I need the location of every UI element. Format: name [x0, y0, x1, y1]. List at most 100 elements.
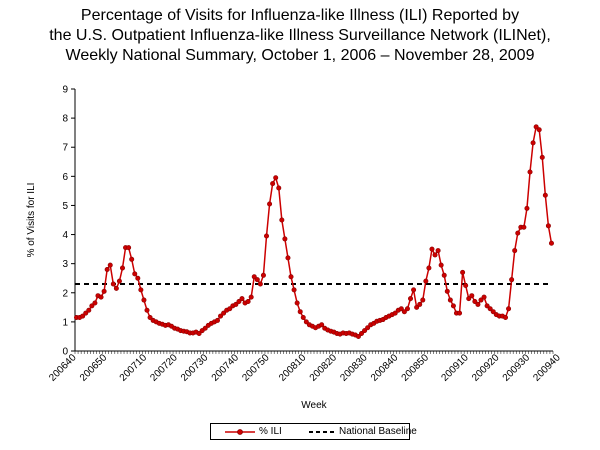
ili-data-point [288, 274, 294, 280]
ili-data-point [132, 271, 138, 277]
ili-data-point [358, 331, 364, 337]
ili-data-point [444, 288, 450, 294]
ili-data-point [196, 331, 202, 337]
ili-data-point [457, 310, 463, 316]
ili-data-point [478, 297, 484, 303]
legend-swatches [225, 429, 337, 435]
ili-data-point [548, 240, 554, 246]
ili-data-point [285, 255, 291, 261]
x-tick-label: 200940 [531, 352, 563, 384]
ili-data-point [447, 297, 453, 303]
ili-data-point [239, 296, 245, 302]
ili-data-point [484, 303, 490, 309]
ili-data-point [126, 245, 132, 251]
ili-data-point [319, 322, 325, 328]
ili-data-point [251, 274, 257, 280]
x-tick-label: 200740 [210, 352, 242, 384]
chart-title: Percentage of Visits for Influenza-like … [0, 6, 600, 66]
ili-data-point [113, 285, 119, 291]
ili-data-point [291, 287, 297, 293]
ili-data-point [463, 282, 469, 288]
ili-data-point [503, 315, 509, 321]
ili-data-point [214, 317, 220, 323]
ili-data-point [417, 301, 423, 307]
chart-title-line-1: Percentage of Visits for Influenza-like … [80, 7, 520, 24]
y-tick-label: 3 [62, 259, 68, 270]
x-tick-label: 200810 [277, 352, 309, 384]
x-tick-label: 200820 [308, 352, 340, 384]
y-tick-label: 0 [62, 347, 68, 358]
ili-data-point [92, 300, 98, 306]
y-tick-label: 6 [62, 172, 68, 183]
ili-data-point [392, 310, 398, 316]
ili-data-point [469, 293, 475, 299]
ili-data-point [260, 272, 266, 278]
ili-data-point [233, 301, 239, 307]
ili-data-point [129, 256, 135, 262]
ili-data-point [365, 325, 371, 331]
ili-data-point [401, 309, 407, 315]
ili-data-point [276, 185, 282, 191]
x-axis-label: Week [301, 400, 327, 411]
ili-data-point [257, 281, 263, 287]
ili-data-point [512, 248, 518, 254]
x-tick-label: 200910 [439, 352, 471, 384]
ili-data-point [110, 281, 116, 287]
ili-data-point [254, 277, 260, 283]
ili-data-point [264, 233, 270, 239]
x-tick-label: 200710 [118, 352, 150, 384]
ili-data-point [104, 266, 110, 272]
ili-data-point [218, 313, 224, 319]
ili-data-point [411, 287, 417, 293]
ili-data-point [107, 262, 113, 268]
y-axis-label: % of Visits for ILI [26, 183, 37, 258]
x-tick-label: 200750 [240, 352, 272, 384]
chart-title-line-2: the U.S. Outpatient Influenza-like Illne… [49, 27, 551, 44]
y-tick-label: 2 [62, 288, 68, 299]
ili-data-point [420, 297, 426, 303]
ili-data-point [147, 315, 153, 321]
y-tick-label: 9 [62, 85, 68, 96]
ili-data-point [542, 192, 548, 198]
ili-data-point [423, 278, 429, 284]
ili-data-point [279, 217, 285, 223]
ili-data-point [533, 124, 539, 130]
ili-data-point [515, 230, 521, 236]
ili-data-point [138, 287, 144, 293]
ili-data-point [89, 303, 95, 309]
legend-ili-label: % ILI [259, 426, 282, 437]
ili-data-point [101, 288, 107, 294]
ili-data-point [509, 277, 515, 283]
ili-data-point [481, 294, 487, 300]
ili-data-point [273, 175, 279, 181]
ili-data-point [460, 269, 466, 275]
x-tick-label: 200840 [369, 352, 401, 384]
ili-data-point [355, 333, 361, 339]
x-tick-label: 200830 [338, 352, 370, 384]
ili-data-point [536, 127, 542, 133]
x-tick-label: 200930 [501, 352, 533, 384]
ili-data-point [294, 300, 300, 306]
ili-data-point [270, 181, 276, 187]
ili-data-point [227, 306, 233, 312]
ili-data-point [86, 307, 92, 313]
ili-data-point [506, 306, 512, 312]
ili-data-point [236, 299, 242, 305]
ili-data-point [135, 275, 141, 281]
x-tick-label: 200650 [78, 352, 110, 384]
ili-data-point [362, 328, 368, 334]
ili-data-point [414, 304, 420, 310]
ili-data-point [202, 325, 208, 331]
ili-data-point [303, 319, 309, 325]
x-tick-label: 200720 [148, 352, 180, 384]
legend-baseline-label: National Baseline [339, 426, 417, 437]
y-tick-label: 4 [62, 230, 68, 241]
chart-legend: % ILI National Baseline [210, 423, 417, 440]
ili-data-point [475, 301, 481, 307]
ili-data-point [438, 262, 444, 268]
y-tick-label: 5 [62, 201, 68, 212]
ili-data-point [426, 265, 432, 271]
ili-data-point [80, 313, 86, 319]
y-tick-label: 8 [62, 114, 68, 125]
